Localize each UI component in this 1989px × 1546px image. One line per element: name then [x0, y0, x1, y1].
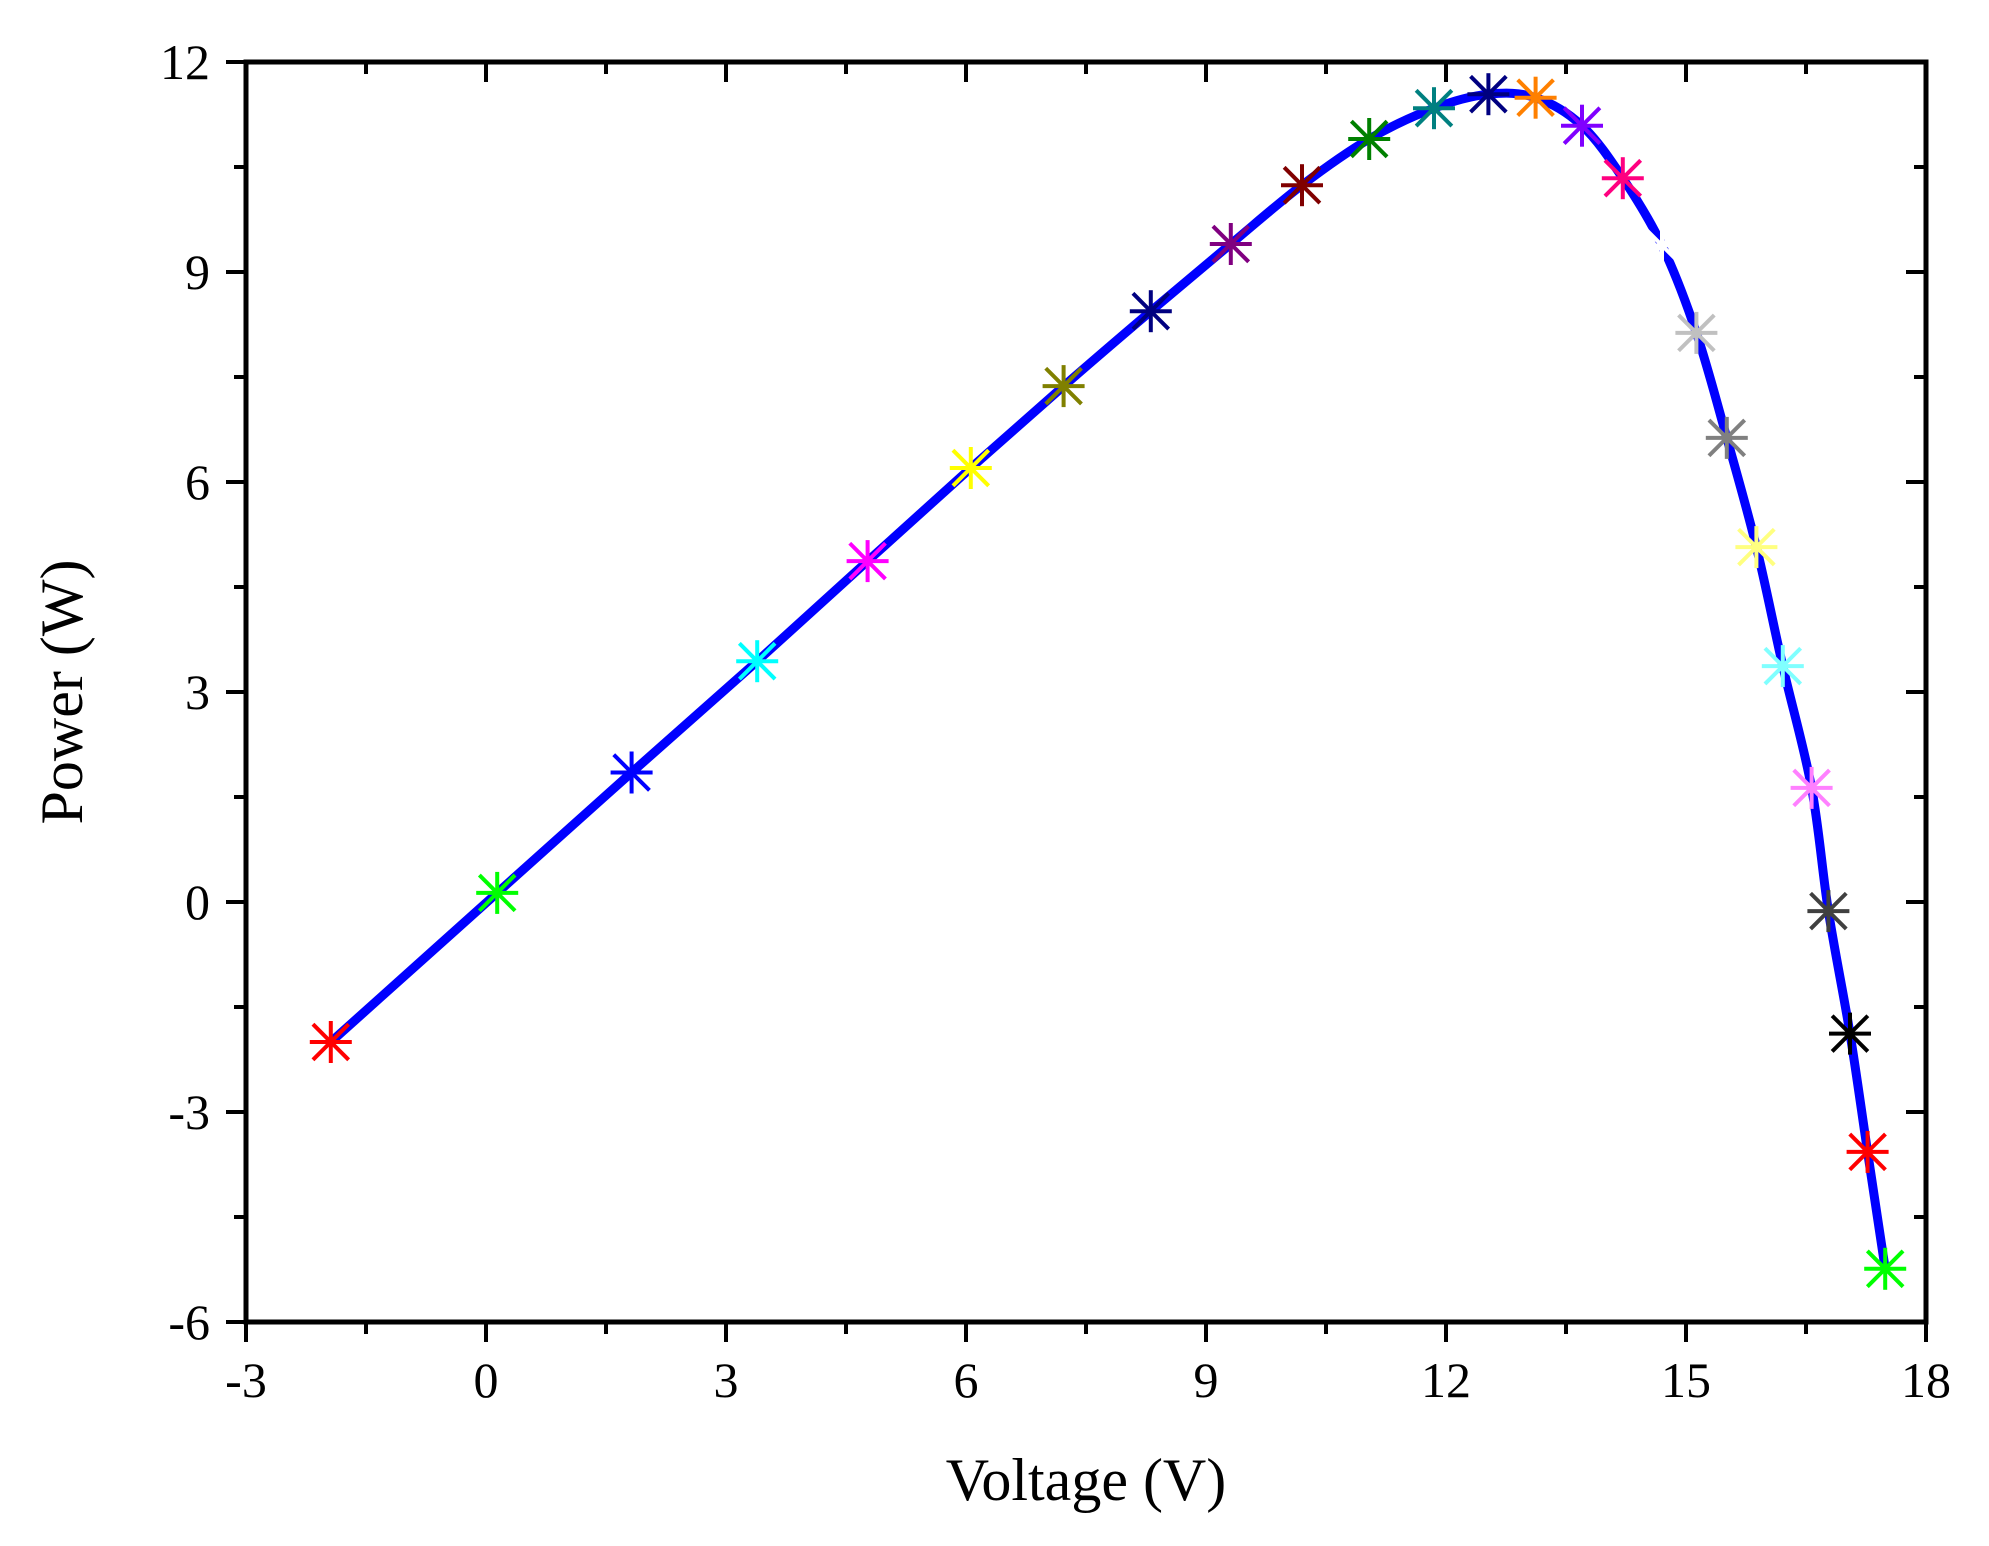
x-tick-label: -3	[225, 1352, 267, 1408]
asterisk-marker-icon	[1561, 104, 1603, 147]
asterisk-marker-icon	[1846, 1130, 1889, 1173]
y-tick-label: -6	[168, 1294, 210, 1350]
y-tick-label: 9	[185, 244, 210, 300]
asterisk-marker-icon	[1281, 164, 1323, 207]
asterisk-marker-icon	[1042, 365, 1085, 408]
axes-frame	[243, 59, 1929, 1325]
asterisk-marker-icon	[1348, 118, 1391, 160]
asterisk-marker-icon	[1209, 223, 1252, 265]
asterisk-marker-icon	[949, 447, 992, 489]
y-tick-label: 3	[185, 664, 210, 720]
plot-area	[309, 73, 1907, 1290]
y-axis-ticks: -6 -3 0 3 6 9 12	[160, 34, 1926, 1350]
asterisk-marker-icon	[1641, 224, 1683, 267]
plot-frame	[243, 59, 1929, 1325]
y-tick-label: -3	[168, 1084, 210, 1140]
asterisk-marker-icon	[1601, 157, 1644, 200]
y-tick-label: 12	[160, 34, 210, 90]
x-tick-label: 3	[714, 1352, 739, 1408]
asterisk-marker-icon	[610, 751, 653, 794]
x-tick-label: 12	[1421, 1352, 1471, 1408]
asterisk-marker-icon	[1735, 526, 1778, 569]
y-axis-title: Power (W)	[29, 560, 95, 825]
asterisk-marker-icon	[1790, 766, 1833, 809]
asterisk-marker-icon	[1413, 87, 1455, 130]
x-axis-ticks: -3 0 3 6 9 12 15 18	[225, 62, 1951, 1408]
y-tick-label: 6	[185, 454, 210, 510]
x-tick-label: 9	[1194, 1352, 1219, 1408]
y-tick-label: 0	[185, 874, 210, 930]
x-tick-label: 6	[954, 1352, 979, 1408]
x-tick-label: 15	[1661, 1352, 1711, 1408]
asterisk-marker-icon	[1807, 890, 1850, 933]
asterisk-marker-icon	[1467, 73, 1510, 116]
asterisk-marker-icon	[1514, 76, 1557, 119]
pv-curve-line	[327, 88, 1890, 1270]
asterisk-marker-icon	[1761, 645, 1804, 688]
asterisk-marker-icon	[846, 540, 889, 583]
asterisk-marker-icon	[1675, 311, 1718, 354]
asterisk-marker-icon	[309, 1021, 352, 1063]
asterisk-marker-icon	[476, 871, 519, 914]
x-axis-title: Voltage (V)	[946, 1447, 1227, 1513]
asterisk-marker-icon	[736, 640, 779, 683]
x-tick-label: 0	[474, 1352, 499, 1408]
x-tick-label: 18	[1901, 1352, 1951, 1408]
asterisk-marker-icon	[1129, 290, 1172, 333]
asterisk-marker-icon	[1705, 416, 1748, 459]
asterisk-marker-icon	[1864, 1247, 1907, 1290]
asterisk-marker-icon	[1829, 1012, 1871, 1055]
